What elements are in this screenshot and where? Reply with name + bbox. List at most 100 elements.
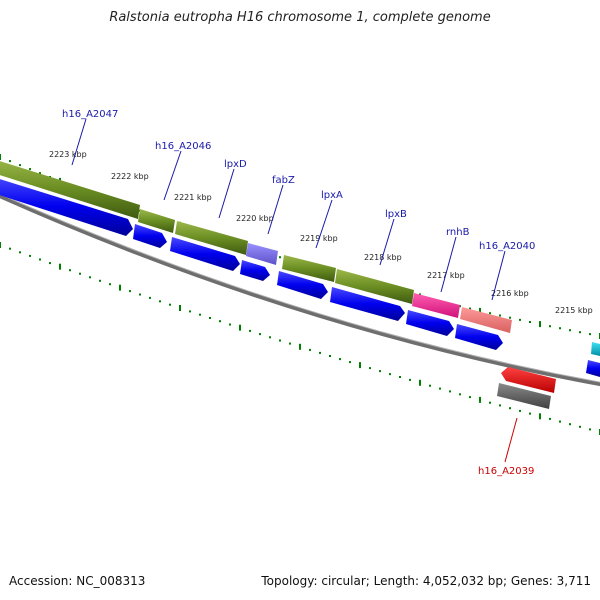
tick-mark xyxy=(549,325,551,328)
tick-mark xyxy=(29,254,31,257)
tick-mark xyxy=(39,172,41,175)
gene-label-fabz[interactable]: fabZ xyxy=(272,175,295,186)
reverse-gene-track xyxy=(497,367,556,409)
gene-label-lpxd[interactable]: lpxD xyxy=(224,159,247,170)
gene-label-lpxb[interactable]: lpxB xyxy=(385,209,407,220)
cds-lpxa[interactable] xyxy=(282,255,336,282)
tick-mark xyxy=(109,283,111,286)
tick-mark xyxy=(459,305,461,308)
tick-mark xyxy=(559,327,561,330)
cds-next[interactable] xyxy=(591,342,600,356)
cds-lpxd[interactable] xyxy=(175,221,248,255)
tick-mark xyxy=(9,160,11,163)
kbp-label: 2215 kbp xyxy=(555,306,593,315)
tick-mark xyxy=(189,310,191,313)
gene-arrow-lpxd[interactable] xyxy=(170,237,240,271)
tick-mark xyxy=(589,333,591,336)
tick-mark xyxy=(29,168,31,171)
tick-mark xyxy=(169,303,171,306)
tick-mark xyxy=(369,367,371,370)
tick-mark xyxy=(529,321,531,323)
gene-arrow-h16-a2046[interactable] xyxy=(133,224,167,248)
genome-summary: Topology: circular; Length: 4,052,032 bp… xyxy=(261,574,591,588)
tick-mark xyxy=(469,307,471,310)
tick-mark xyxy=(349,361,351,364)
gene-arrow-lpxa[interactable] xyxy=(277,271,328,299)
gene-label-rnhb[interactable]: rnhB xyxy=(446,227,470,238)
tick-mark xyxy=(49,262,51,265)
gene-label-h16-a2040[interactable]: h16_A2040 xyxy=(479,241,535,252)
tick-mark xyxy=(529,412,531,415)
kbp-label: 2220 kbp xyxy=(236,214,274,223)
kbp-label: 2222 kbp xyxy=(111,172,149,181)
gene-track-forward xyxy=(0,176,600,377)
gene-arrow-rnhb[interactable] xyxy=(406,310,454,336)
kbp-label: 2221 kbp xyxy=(174,193,212,202)
cds-h16-a2040[interactable] xyxy=(460,307,512,333)
tick-mark xyxy=(559,420,561,423)
tick-mark xyxy=(499,314,501,317)
tick-mark xyxy=(549,417,551,420)
gene-arrow-lpxb[interactable] xyxy=(330,287,405,321)
kbp-label: 2223 kbp xyxy=(49,150,87,159)
gene-arrow-h16-a2039[interactable] xyxy=(501,367,556,393)
gene-arrow-next[interactable] xyxy=(586,360,600,377)
tick-mark xyxy=(0,242,1,248)
tick-mark xyxy=(179,305,181,311)
tick-mark xyxy=(579,331,581,334)
gene-arrow-h16-a2047[interactable] xyxy=(0,176,133,236)
tick-mark xyxy=(59,263,61,270)
tick-mark xyxy=(379,370,381,373)
cds-rnhb[interactable] xyxy=(412,293,460,318)
tick-mark xyxy=(279,256,281,259)
tick-mark xyxy=(329,355,331,357)
tick-mark xyxy=(229,323,231,326)
chromosome-backbone-highlight xyxy=(0,193,600,383)
cds-lpxb[interactable] xyxy=(335,269,414,304)
map-title: Ralstonia eutropha H16 chromosome 1, com… xyxy=(109,10,491,25)
tick-mark xyxy=(9,247,11,250)
tick-mark xyxy=(149,296,151,299)
tick-mark xyxy=(39,258,41,261)
tick-mark xyxy=(509,316,511,319)
tick-mark xyxy=(509,407,511,410)
tick-mark xyxy=(499,404,501,407)
cds-h16-a2047[interactable] xyxy=(0,158,140,219)
tick-mark xyxy=(279,339,281,342)
cds-fabz[interactable] xyxy=(246,243,278,265)
gene-label-h16-a2039[interactable]: h16_A2039 xyxy=(478,466,534,477)
gene-arrow-h16-a2040[interactable] xyxy=(455,324,503,350)
tick-mark xyxy=(209,317,211,319)
tick-mark xyxy=(589,428,591,431)
tick-mark xyxy=(489,401,491,404)
kbp-label: 2218 kbp xyxy=(364,253,402,262)
gene-label-lpxa[interactable]: lpxA xyxy=(321,190,343,201)
tick-mark xyxy=(519,409,521,412)
tick-mark xyxy=(129,290,131,293)
label-leaders xyxy=(71,118,518,463)
tick-mark xyxy=(119,284,121,291)
gene-arrow-fabz[interactable] xyxy=(240,260,270,281)
tick-mark xyxy=(539,321,541,328)
tick-mark xyxy=(339,358,341,361)
tick-mark xyxy=(249,329,251,332)
tick-mark xyxy=(479,307,481,314)
gene-label-h16-a2046[interactable]: h16_A2046 xyxy=(155,141,211,152)
gene-label-h16-a2047[interactable]: h16_A2047 xyxy=(62,109,118,120)
tick-mark xyxy=(219,320,221,323)
tick-mark xyxy=(239,324,241,331)
cds-h16-a2039[interactable] xyxy=(497,383,551,409)
tick-mark xyxy=(519,318,521,321)
tick-mark xyxy=(89,276,91,279)
tick-mark xyxy=(539,413,541,420)
cds-track xyxy=(0,158,600,356)
tick-mark xyxy=(19,164,21,167)
tick-mark xyxy=(439,387,441,390)
tick-mark xyxy=(79,272,81,275)
tick-mark xyxy=(419,379,421,386)
cds-h16-a2046[interactable] xyxy=(138,209,175,233)
tick-mark xyxy=(289,342,291,345)
tick-mark xyxy=(569,423,571,426)
tick-mark xyxy=(569,329,571,332)
